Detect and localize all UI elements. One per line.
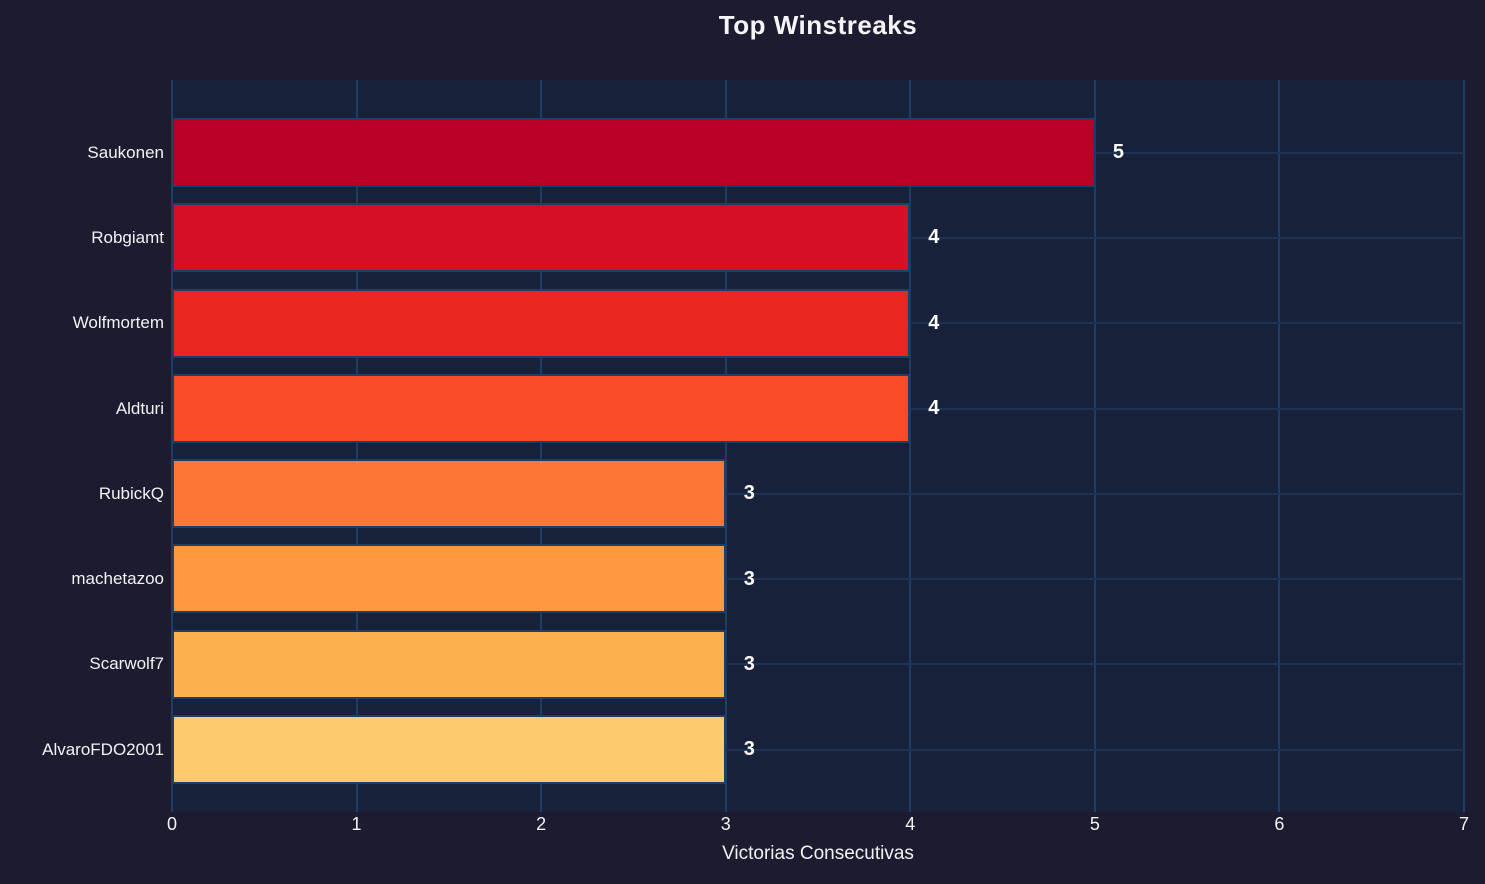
x-axis-ticks: 0 1 2 3 4 5 6 7 <box>167 814 1469 838</box>
chart-row: 4 <box>172 366 1464 451</box>
bar-AlvaroFDO2001 <box>172 715 726 785</box>
y-axis-label-Scarwolf7: Scarwolf7 <box>89 654 164 674</box>
bar-value-label: 4 <box>928 311 940 334</box>
bar-value-label: 3 <box>743 652 755 675</box>
chart-title: Top Winstreaks <box>718 10 918 40</box>
chart-row: 3 <box>172 707 1464 792</box>
x-tick-0: 0 <box>166 814 178 834</box>
x-tick-7: 7 <box>1458 814 1470 834</box>
bar-Robgiamt <box>172 203 911 273</box>
h-gridline <box>172 748 1464 751</box>
v-gridline <box>1278 80 1281 812</box>
y-axis-labels: Saukonen Robgiamt Wolfmortem Aldturi RubickQ… <box>0 110 164 792</box>
bar-value-label: 3 <box>743 567 755 590</box>
bar-Saukonen <box>172 118 1095 187</box>
y-axis-label-Saukonen: Saukonen <box>87 142 164 162</box>
chart-row: 4 <box>172 281 1464 366</box>
bar-Scarwolf7 <box>172 629 726 699</box>
bar-Wolfmortem <box>172 288 911 358</box>
y-axis-label-Wolfmortem: Wolfmortem <box>72 313 164 333</box>
x-tick-1: 1 <box>351 814 362 834</box>
h-gridline <box>172 492 1464 495</box>
y-axis-label-Robgiamt: Robgiamt <box>91 227 164 247</box>
x-tick-3: 3 <box>720 814 731 834</box>
v-gridline <box>1463 80 1465 812</box>
v-gridline <box>540 80 543 812</box>
chart-row: 4 <box>172 195 1464 280</box>
v-gridline <box>171 80 173 812</box>
x-tick-4: 4 <box>905 814 916 834</box>
bar-value-label: 4 <box>928 397 940 420</box>
x-tick-6: 6 <box>1274 814 1285 834</box>
v-gridline <box>909 80 912 812</box>
bar-value-label: 3 <box>743 482 755 505</box>
bar-value-label: 3 <box>743 738 755 761</box>
chart-row: 5 <box>172 110 1464 195</box>
bar-rows: 5 4 4 4 3 3 3 3 <box>172 110 1464 792</box>
chart-row: 3 <box>172 622 1464 707</box>
bar-value-label: 4 <box>928 226 940 249</box>
v-gridline <box>355 80 358 812</box>
chart-row: 3 <box>172 451 1464 536</box>
y-axis-label-machetazoo: machetazoo <box>71 569 164 589</box>
x-tick-2: 2 <box>536 814 547 834</box>
y-axis-label-RubickQ: RubickQ <box>98 483 164 503</box>
v-gridline <box>724 80 727 812</box>
h-gridline <box>172 663 1464 666</box>
x-tick-5: 5 <box>1089 814 1100 834</box>
x-axis-label: Victorias Consecutivas <box>722 843 914 864</box>
bar-RubickQ <box>172 459 726 529</box>
bar-value-label: 5 <box>1112 141 1124 164</box>
y-axis-label-AlvaroFDO2001: AlvaroFDO2001 <box>42 739 164 759</box>
bar-Aldturi <box>172 373 911 443</box>
bar-machetazoo <box>172 544 726 614</box>
h-gridline <box>172 578 1464 581</box>
y-axis-label-Aldturi: Aldturi <box>115 398 164 418</box>
chart-row: 3 <box>172 536 1464 621</box>
v-gridline <box>1093 80 1096 812</box>
plot-area: 5 4 4 4 3 3 3 3 <box>171 80 1465 812</box>
